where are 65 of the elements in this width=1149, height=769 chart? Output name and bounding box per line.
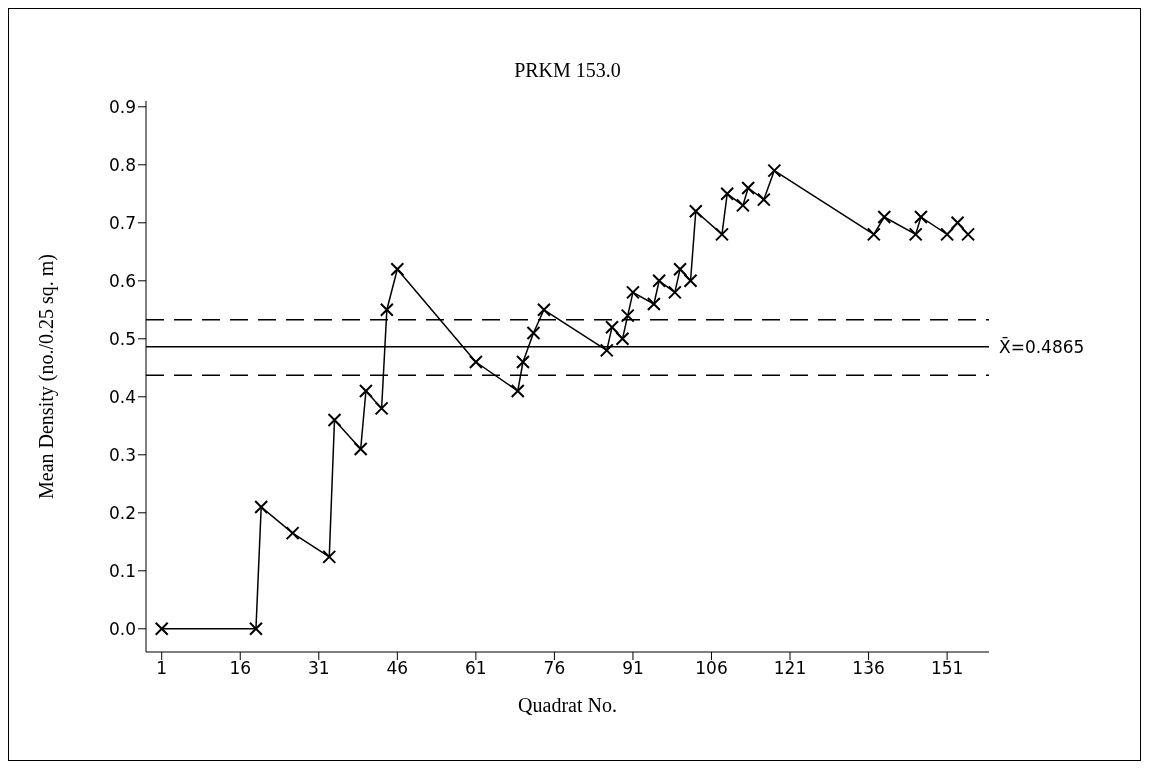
point bbox=[866, 227, 881, 242]
point bbox=[605, 320, 620, 335]
point bbox=[390, 262, 405, 277]
point bbox=[615, 331, 630, 346]
x-axis-title: Quadrat No. bbox=[518, 694, 617, 716]
x-tick-label: 121 bbox=[773, 658, 807, 679]
point bbox=[379, 302, 394, 317]
x-tick-label: 106 bbox=[695, 658, 728, 679]
point bbox=[688, 204, 703, 219]
point bbox=[940, 227, 955, 242]
point bbox=[620, 308, 635, 323]
point bbox=[374, 401, 389, 416]
y-tick-label: 0.2 bbox=[108, 502, 136, 523]
y-tick-label: 0.6 bbox=[108, 270, 136, 291]
point bbox=[526, 326, 541, 340]
y-tick-label: 0.8 bbox=[108, 154, 136, 175]
point bbox=[735, 198, 750, 213]
point bbox=[652, 273, 667, 288]
point bbox=[756, 192, 771, 207]
point bbox=[646, 297, 661, 311]
x-tick-label: 91 bbox=[622, 658, 644, 679]
point bbox=[322, 549, 337, 564]
point bbox=[285, 526, 300, 541]
x-tick-label: 31 bbox=[307, 658, 330, 679]
point bbox=[327, 413, 342, 427]
x-tick-label: 61 bbox=[465, 658, 487, 679]
point bbox=[510, 384, 525, 398]
point bbox=[741, 181, 756, 195]
point bbox=[536, 302, 551, 317]
point bbox=[248, 621, 263, 636]
chart-title: PRKM 153.0 bbox=[513, 59, 622, 82]
y-tick-label: 0.4 bbox=[108, 386, 136, 407]
y-tick-label: 0.7 bbox=[108, 212, 136, 233]
y-axis-title: Mean Density (no./0.25 sq. m) bbox=[35, 254, 59, 499]
point bbox=[908, 227, 923, 242]
x-tick-label: 1 bbox=[156, 658, 168, 679]
point bbox=[625, 285, 640, 300]
point bbox=[515, 355, 530, 369]
y-tick-label: 0.1 bbox=[108, 560, 136, 581]
point bbox=[913, 210, 928, 224]
x-tick-label: 16 bbox=[229, 658, 252, 679]
point bbox=[714, 227, 729, 242]
point bbox=[720, 186, 735, 201]
point bbox=[358, 384, 373, 398]
point bbox=[667, 285, 682, 300]
point bbox=[950, 215, 965, 230]
point bbox=[961, 227, 976, 242]
point bbox=[877, 210, 892, 224]
y-tick-label: 0.0 bbox=[108, 618, 136, 639]
point bbox=[154, 621, 169, 636]
point bbox=[673, 262, 688, 277]
x-tick-label: 136 bbox=[852, 658, 885, 679]
point bbox=[254, 500, 269, 514]
point bbox=[767, 163, 782, 178]
point bbox=[683, 273, 698, 288]
x-tick-label: 46 bbox=[386, 658, 409, 679]
x-tick-label: 76 bbox=[543, 658, 566, 679]
x-tick-label: 151 bbox=[930, 658, 964, 679]
point bbox=[468, 355, 483, 369]
y-tick-label: 0.9 bbox=[108, 96, 136, 117]
y-tick-label: 0.3 bbox=[108, 444, 136, 465]
y-tick-label: 0.5 bbox=[108, 328, 136, 349]
point bbox=[599, 343, 614, 358]
point bbox=[353, 442, 368, 456]
ref-line-label: X̄=0.4865 bbox=[999, 335, 1085, 357]
